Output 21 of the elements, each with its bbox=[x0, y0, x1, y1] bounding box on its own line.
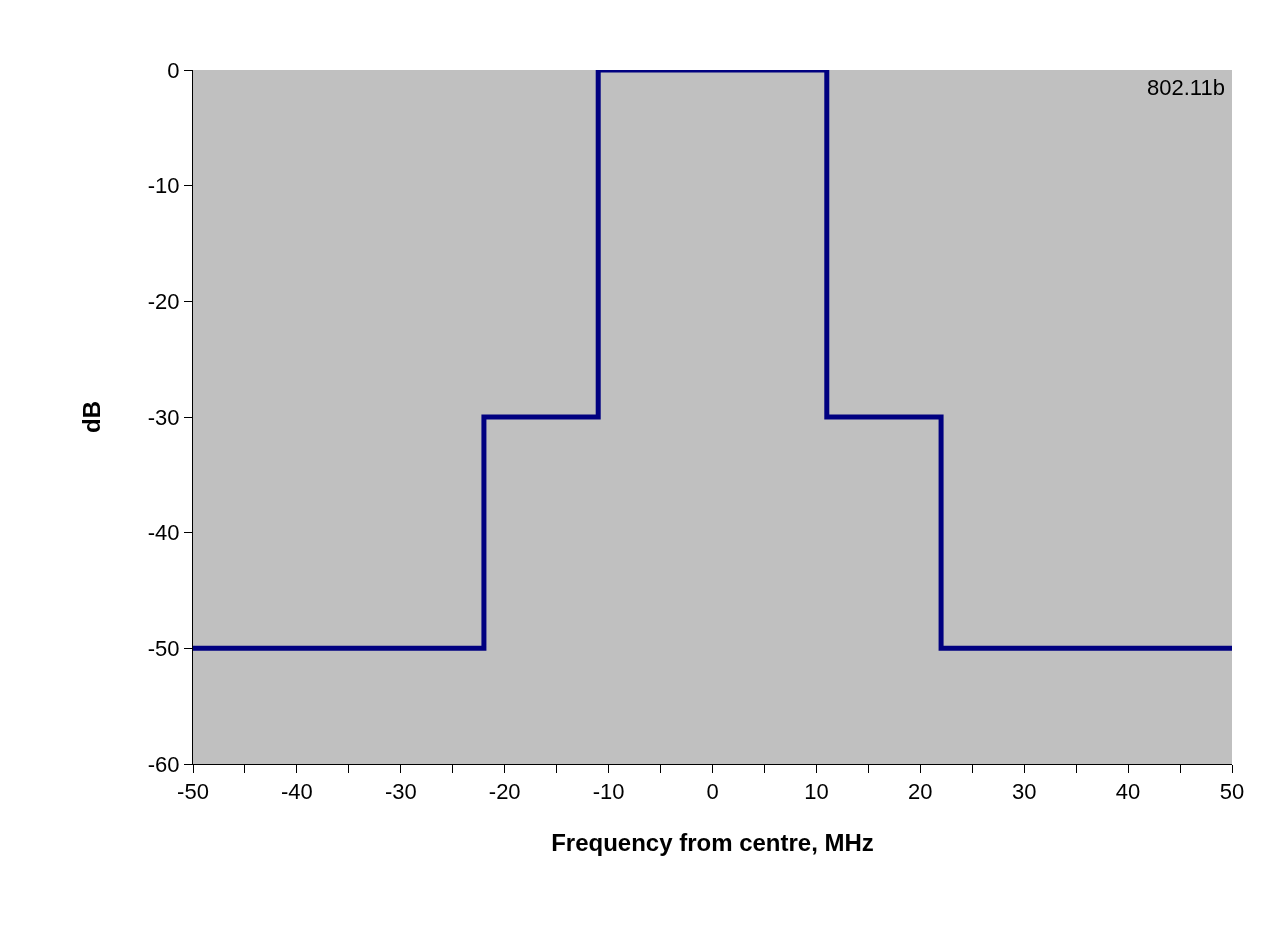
y-tick-label: -30 bbox=[147, 404, 180, 430]
x-tick-label: 0 bbox=[706, 779, 719, 805]
x-tick-label: 40 bbox=[1115, 779, 1141, 805]
x-tick-label: 10 bbox=[804, 779, 829, 805]
x-tick-label: 50 bbox=[1219, 779, 1245, 805]
y-tick-label: 0 bbox=[167, 57, 180, 83]
x-tick-label: -50 bbox=[177, 779, 209, 805]
y-tick-label: -10 bbox=[147, 173, 180, 199]
x-tick-label: 30 bbox=[1011, 779, 1037, 805]
x-tick-label: -30 bbox=[384, 779, 417, 805]
annotation: 802.11b bbox=[1147, 75, 1225, 100]
x-tick-label: 20 bbox=[908, 779, 933, 805]
y-axis-title: dB bbox=[77, 401, 105, 433]
y-tick-label: -50 bbox=[147, 636, 180, 662]
x-tick-label: -20 bbox=[488, 779, 521, 805]
x-axis-title: Frequency from centre, MHz bbox=[551, 828, 874, 856]
x-tick-label: -40 bbox=[281, 779, 313, 805]
y-tick-label: -60 bbox=[147, 751, 180, 777]
y-tick-label: -20 bbox=[147, 289, 180, 315]
x-tick-label: -10 bbox=[592, 779, 625, 805]
y-tick-label: -40 bbox=[147, 520, 180, 546]
